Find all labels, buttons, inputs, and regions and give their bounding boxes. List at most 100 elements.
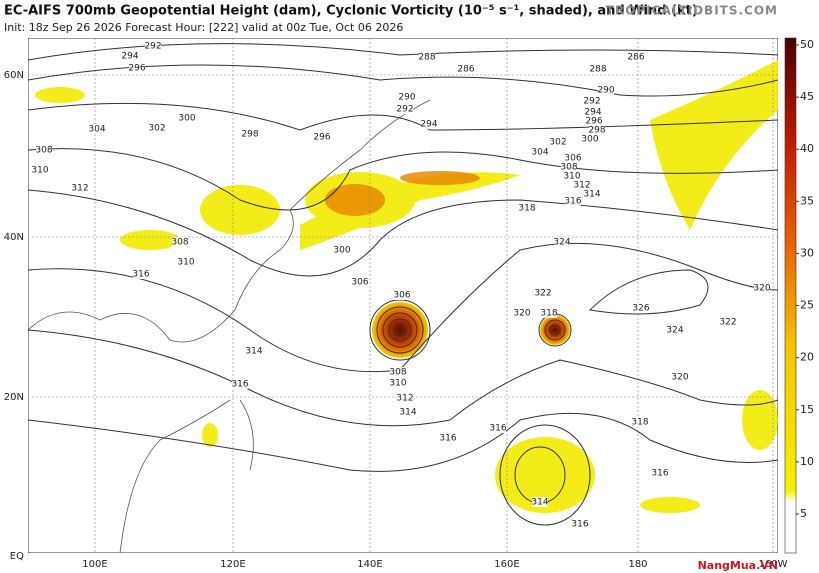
lon-label: 180 [628, 559, 647, 570]
contour-label: 304 [531, 148, 548, 158]
contour-label-bg [514, 308, 530, 318]
lat-label: EQ [10, 551, 24, 562]
colorbar-label: 30 [800, 246, 814, 259]
contour-label-bg [179, 113, 195, 123]
contour-label: 288 [418, 53, 435, 63]
contour-label: 298 [588, 126, 605, 136]
lat-label: 40N [4, 232, 24, 243]
contour-label-bg [572, 519, 588, 529]
contour-label: 308 [171, 238, 188, 248]
contour-label: 300 [178, 114, 195, 124]
contour-label-bg [554, 237, 570, 247]
colorbar-label: 20 [800, 351, 814, 364]
colorbar-label: 45 [800, 90, 814, 103]
contour-label-bg [246, 346, 262, 356]
contour-label: 292 [583, 97, 600, 107]
contour-label-bg [32, 165, 48, 175]
contour-label: 294 [420, 120, 437, 130]
contour-label: 308 [35, 146, 52, 156]
contour-label: 304 [88, 125, 105, 135]
contour-label-bg [584, 189, 600, 199]
contour-label: 324 [553, 238, 570, 248]
contour-label-bg [36, 145, 52, 155]
contour-label: 308 [560, 163, 577, 173]
contour-label: 310 [389, 379, 406, 389]
contour-label-bg [352, 277, 368, 287]
contour-label: 296 [313, 133, 330, 143]
contour-label-bg [419, 52, 435, 62]
contour-label-bg [590, 64, 606, 74]
contour-label-bg [532, 147, 548, 157]
contour-label: 312 [396, 394, 413, 404]
contour-label: 326 [632, 304, 649, 314]
contour-label-bg [574, 180, 590, 190]
contour-label-bg [672, 372, 688, 382]
contour-label-bg [585, 107, 601, 117]
contour-label: 318 [631, 418, 648, 428]
colorbar-label: 5 [800, 507, 807, 520]
lat-label: 60N [4, 70, 24, 81]
lon-label: 100E [82, 559, 107, 570]
contour-label: 294 [584, 108, 601, 118]
colorbar-label: 40 [800, 142, 814, 155]
contour-label: 314 [583, 190, 600, 200]
contour-label: 310 [563, 172, 580, 182]
colorbar [784, 37, 797, 554]
contour-label-bg [400, 407, 416, 417]
contour-label-bg [89, 124, 105, 134]
contour-label-bg [628, 52, 644, 62]
watermark: NangMua.VN [698, 559, 778, 572]
contour-label: 302 [148, 124, 165, 134]
lon-label: 120E [220, 559, 245, 570]
contour-label-bg [633, 303, 649, 313]
contour-label-bg [145, 41, 161, 51]
contour-label: 314 [245, 347, 262, 357]
contour-label-bg [172, 237, 188, 247]
contour-label-bg [565, 153, 581, 163]
contour-label-bg [72, 183, 88, 193]
contour-label: 318 [518, 204, 535, 214]
colorbar-label: 50 [800, 38, 814, 51]
contour-label: 316 [231, 380, 248, 390]
contour-label-bg [390, 367, 406, 377]
contour-label: 320 [671, 373, 688, 383]
contour-label-bg [550, 137, 566, 147]
site: TROPICALTIDBITS.COM [606, 4, 778, 18]
contour-label: 312 [573, 181, 590, 191]
contour-label-bg [754, 283, 770, 293]
contour-label: 316 [571, 520, 588, 530]
contour-label-bg [582, 134, 598, 144]
contour-label-bg [519, 203, 535, 213]
contour-label: 310 [177, 258, 194, 268]
contour-label-bg [598, 85, 614, 95]
contour-label-bg [720, 317, 736, 327]
contour-label-bg [242, 129, 258, 139]
colorbar-label: 10 [800, 455, 814, 468]
contour-label-bg [532, 497, 548, 507]
contour-label-bg [421, 119, 437, 129]
contour-label: 306 [393, 291, 410, 301]
contour-label: 286 [457, 65, 474, 75]
contour-label: 306 [564, 154, 581, 164]
contour-label-bg [314, 132, 330, 142]
contour-label: 308 [389, 368, 406, 378]
contour-label: 306 [351, 278, 368, 288]
contour-label-bg [122, 51, 138, 61]
colorbar-label: 15 [800, 403, 814, 416]
contour-label-bg [334, 245, 350, 255]
contour-label-bg [394, 290, 410, 300]
contour-label: 316 [489, 424, 506, 434]
contour-label-bg [133, 269, 149, 279]
contour-label-bg [565, 196, 581, 206]
colorbar-label: 35 [800, 194, 814, 207]
contour-label: 296 [128, 64, 145, 74]
contour-label: 286 [627, 53, 644, 63]
contour-label-bg [397, 104, 413, 114]
contour-label-bg [390, 378, 406, 388]
lon-label: 140E [357, 559, 382, 570]
contour-label-bg [632, 417, 648, 427]
contour-label: 316 [651, 469, 668, 479]
contour-label: 290 [398, 93, 415, 103]
